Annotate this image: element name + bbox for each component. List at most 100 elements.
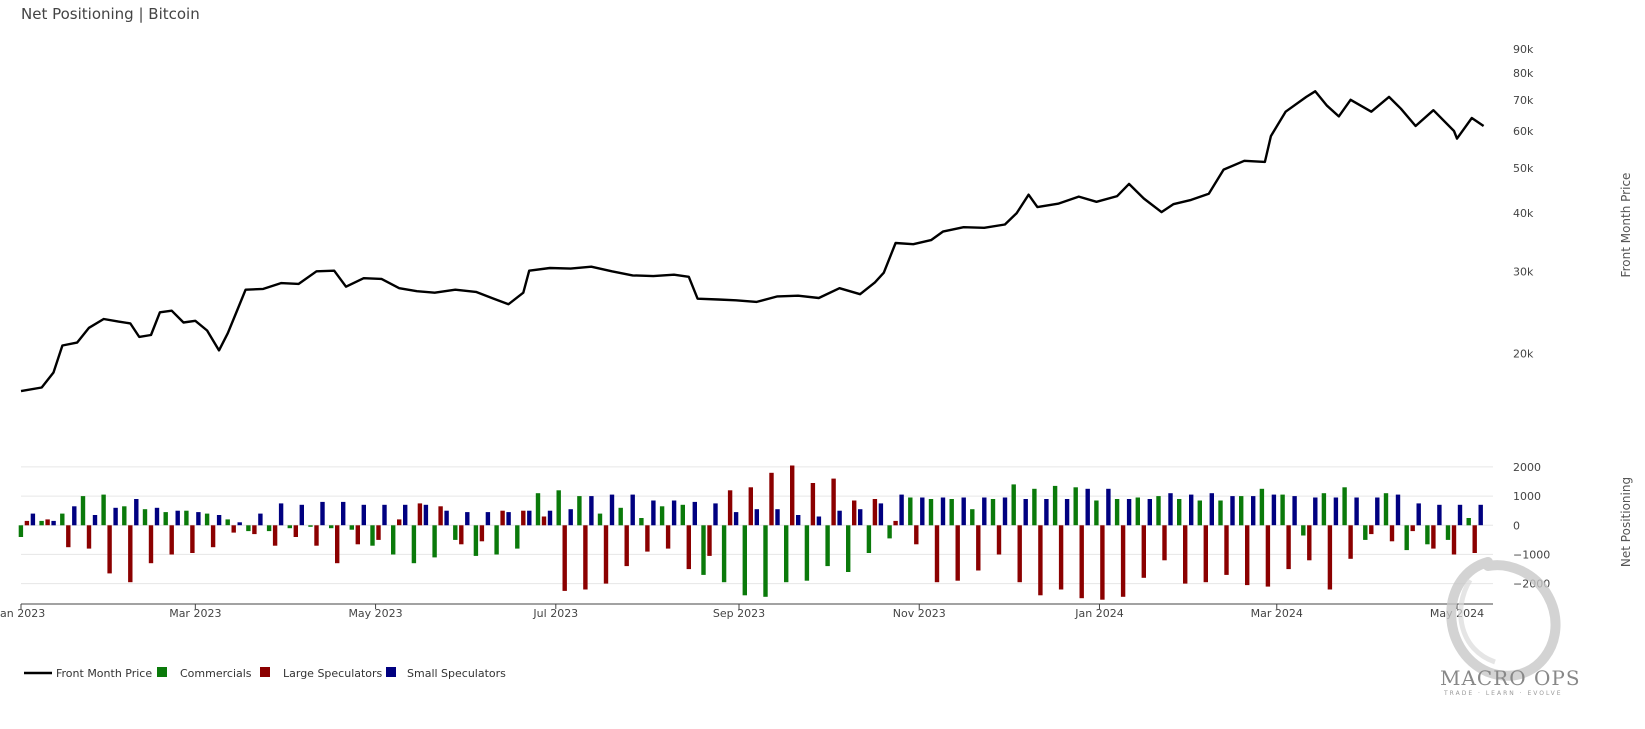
bar-large-speculators [1162, 525, 1167, 561]
bar-commercials [949, 499, 954, 526]
bar-small-speculators [527, 510, 532, 526]
bar-small-speculators [1375, 497, 1380, 526]
bar-commercials [329, 525, 334, 529]
x-tick-label: Nov 2023 [893, 607, 946, 620]
bar-small-speculators [1416, 503, 1421, 526]
bar-small-speculators [1457, 504, 1463, 526]
x-tick-label: May 2023 [348, 607, 402, 620]
bar-small-speculators [134, 499, 139, 526]
bar-commercials [1445, 525, 1451, 540]
bar-small-speculators [1271, 494, 1277, 526]
legend-item-small-speculators[interactable]: Small Speculators [386, 667, 506, 680]
legend-item-large-speculators[interactable]: Large Speculators [260, 667, 383, 680]
positioning-axis-title: Net Positioning [1619, 477, 1633, 567]
price-axis-title: Front Month Price [1619, 173, 1633, 278]
bar-commercials [370, 525, 375, 546]
bar-large-speculators [810, 483, 816, 526]
x-tick-label: Mar 2024 [1251, 607, 1303, 620]
bar-commercials [535, 493, 541, 526]
bar-commercials [639, 518, 644, 526]
price-tick-label: 40k [1513, 207, 1534, 220]
bar-large-speculators [893, 520, 898, 526]
bar-large-speculators [1389, 525, 1395, 542]
bar-large-speculators [769, 472, 774, 526]
bar-small-speculators [506, 512, 511, 526]
bar-large-speculators [397, 519, 402, 526]
bar-large-speculators [665, 525, 671, 549]
bar-large-speculators [1307, 525, 1312, 561]
price-panel: 20k 30k 40k 50k 60k 70k 80k 90k Front Month Pri… [20, 43, 1633, 393]
bar-commercials [122, 506, 127, 526]
bar-large-speculators [1410, 525, 1415, 532]
bar-commercials [287, 525, 292, 529]
bar-commercials [1156, 496, 1161, 526]
bar-commercials [1301, 525, 1306, 536]
bar-small-speculators [382, 504, 387, 526]
bar-small-speculators [278, 503, 284, 526]
bar-small-speculators [651, 500, 656, 526]
legend: Front Month Price Commercials Large Spec… [24, 667, 506, 680]
bar-commercials [721, 525, 727, 583]
bar-large-speculators [1286, 525, 1291, 570]
bar-small-speculators [113, 507, 118, 526]
x-tick-label: Jan 2023 [0, 607, 45, 620]
bar-large-speculators [252, 525, 257, 535]
bar-large-speculators [1472, 525, 1477, 553]
legend-swatch-large-speculators [260, 667, 270, 677]
bar-small-speculators [1168, 493, 1173, 526]
bar-commercials [101, 494, 106, 526]
bar-small-speculators [920, 497, 925, 526]
bar-large-speculators [169, 525, 174, 555]
bar-large-speculators [1265, 525, 1271, 587]
legend-item-price[interactable]: Front Month Price [24, 667, 152, 680]
bar-small-speculators [423, 504, 429, 526]
price-tick-label: 80k [1513, 67, 1534, 80]
bar-small-speculators [1209, 493, 1214, 526]
bar-commercials [349, 525, 354, 530]
bar-commercials [80, 496, 86, 526]
bar-large-speculators [1431, 525, 1436, 549]
bar-commercials [266, 525, 272, 532]
positioning-tick-label: 2000 [1513, 461, 1541, 474]
x-tick-label: Jan 2024 [1074, 607, 1123, 620]
bar-commercials [1342, 487, 1347, 526]
bar-small-speculators [816, 516, 822, 526]
bar-small-speculators [899, 494, 904, 526]
bar-large-speculators [521, 510, 526, 526]
bar-small-speculators [692, 501, 697, 526]
bar-commercials [39, 520, 44, 526]
bar-large-speculators [1224, 525, 1229, 575]
bar-large-speculators [417, 503, 423, 526]
x-axis: Jan 2023 Mar 2023 May 2023 Jul 2023 Sep 2023… [0, 604, 1484, 620]
bar-large-speculators [45, 519, 50, 526]
bar-small-speculators [361, 504, 366, 526]
bar-commercials [701, 525, 706, 575]
bar-large-speculators [1183, 525, 1188, 584]
bar-commercials [1114, 499, 1120, 526]
bar-small-speculators [837, 510, 842, 526]
bar-small-speculators [1106, 488, 1111, 526]
bar-large-speculators [831, 478, 836, 526]
bar-large-speculators [148, 525, 154, 564]
bar-small-speculators [299, 504, 304, 526]
bar-large-speculators [500, 510, 505, 526]
legend-item-commercials[interactable]: Commercials [157, 667, 252, 680]
bar-large-speculators [645, 525, 650, 552]
chart-title: Net Positioning | Bitcoin [21, 5, 200, 23]
bar-large-speculators [914, 525, 919, 545]
x-tick-label: May 2024 [1430, 607, 1484, 620]
bar-commercials [1259, 488, 1265, 526]
legend-label-large-speculators: Large Speculators [283, 667, 383, 680]
bar-large-speculators [231, 525, 236, 533]
bar-commercials [515, 525, 520, 549]
bar-large-speculators [583, 525, 588, 590]
bar-commercials [1425, 525, 1430, 545]
bar-large-speculators [1079, 525, 1084, 599]
bar-large-speculators [562, 525, 567, 591]
bar-commercials [184, 510, 189, 526]
bar-small-speculators [403, 504, 408, 526]
bar-commercials [1073, 487, 1078, 526]
bar-small-speculators [465, 512, 470, 526]
